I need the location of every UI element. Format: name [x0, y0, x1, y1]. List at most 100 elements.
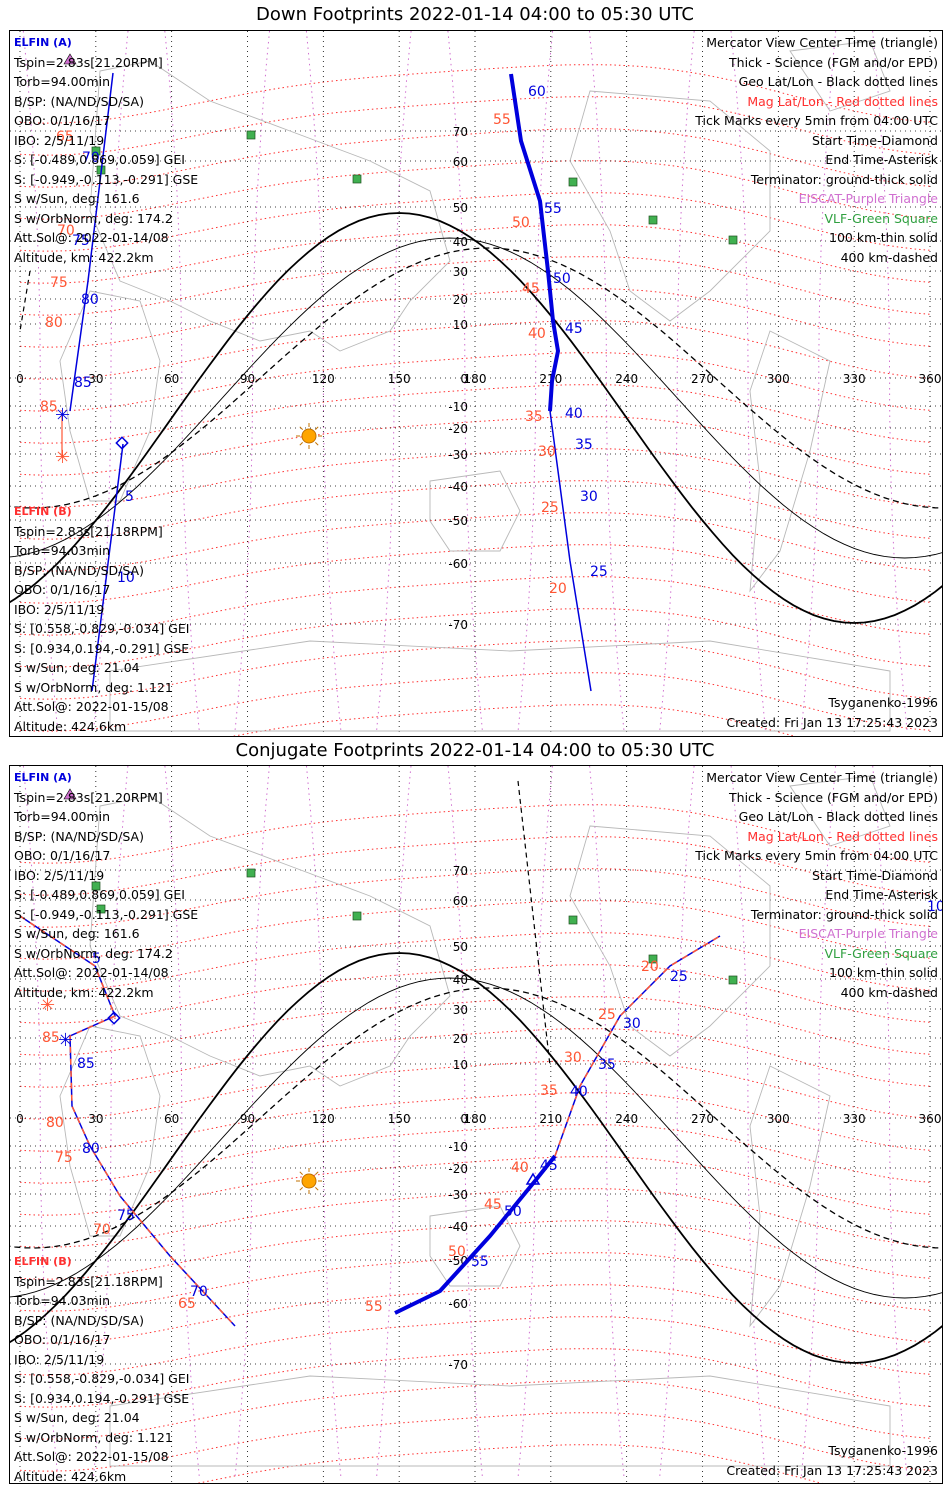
mag-lon-line: [164, 31, 200, 732]
coastline: [89, 795, 451, 1087]
mag-lat-line: [19, 1188, 931, 1248]
elfin-a-line: IBO: 2/5/11/19: [14, 867, 105, 883]
elfin-b-line: Tspin=2.83s[21.18RPM]: [14, 523, 163, 539]
elfin-b-tick-label: 80: [82, 1141, 100, 1157]
elfin-a-track-science: [509, 73, 561, 412]
elfin-b-line: OBO: 0/1/16/17: [14, 582, 111, 597]
elfin-b-line: S w/OrbNorm, deg: 1.121: [14, 1429, 173, 1445]
elfin-b-red-tick-label: 70: [93, 1222, 111, 1238]
elfin-a-track-red: [554, 935, 721, 1157]
coastline: [59, 1025, 161, 1237]
vlf-station-square: [352, 174, 362, 184]
start-diamond: [107, 1011, 121, 1025]
elfin-a-line: Altitude, km: 422.2km: [14, 249, 154, 265]
elfin-a-tick-label: 35: [598, 1057, 616, 1073]
legend-line: End Time-Asterisk: [825, 887, 938, 902]
elfin-b-tick-label: 5: [125, 489, 134, 505]
elfin-a-red-tick-label: 20: [641, 959, 659, 975]
elfin-b-upper-red-tick-label: 80: [45, 315, 63, 331]
coastline: [749, 330, 831, 593]
elfin-b-red-tick-label: 85: [42, 1030, 60, 1046]
elfin-b-track-red: [19, 915, 236, 1327]
end-asterisk-a: ✳: [58, 1030, 73, 1051]
coastline: [429, 470, 521, 552]
legend-line: Mag Lat/Lon - Red dotted lines: [747, 828, 938, 844]
lat-tick-label: 70: [453, 864, 468, 878]
mag-lat-line: [19, 448, 931, 508]
lat-tick-label: -20: [448, 422, 468, 436]
terminator-100km: [10, 977, 942, 1299]
coastline: [89, 60, 451, 352]
lon-tick-label: 90: [240, 372, 255, 386]
elfin-a-line: Att.Sol@: 2022-01-14/08: [14, 230, 169, 245]
elfin-a-tick-label: 40: [570, 1084, 588, 1100]
vlf-station-square: [352, 911, 362, 921]
elfin-a-red-tick-label: 55: [493, 112, 511, 128]
elfin-a-400km: [517, 780, 551, 1067]
lat-tick-label: -50: [448, 514, 468, 528]
lat-tick-label: -10: [448, 1140, 468, 1154]
coastline: [109, 640, 891, 732]
elfin-a-line: Altitude, km: 422.2km: [14, 984, 154, 1000]
legend-line: Mercator View Center Time (triangle): [706, 35, 938, 50]
vlf-station-square: [568, 177, 578, 187]
elfin-a-red-tick-label: 25: [598, 1007, 616, 1023]
elfin-b-line: Torb=94.03min: [14, 1293, 111, 1308]
elfin-b-tick-label: 10: [117, 570, 135, 586]
end-asterisk-a: ✳: [55, 405, 70, 426]
lon-tick-label: 180: [464, 372, 487, 386]
legend-line: Terminator: ground-thick solid: [750, 906, 938, 922]
elfin-a-red-tick-label: 30: [564, 1050, 582, 1066]
lat-tick-label: 60: [453, 894, 468, 908]
elfin-a-line: Torb=94.00min: [14, 809, 111, 824]
legend-line: 100 km-thin solid: [829, 965, 938, 980]
lon-tick-label: 270: [691, 372, 714, 386]
lon-tick-label: 0: [16, 1112, 24, 1126]
eiscat-triangle: [63, 788, 77, 800]
sun-ray: [315, 426, 319, 430]
lat-tick-label: 20: [453, 1032, 468, 1046]
mag-lon-line: [730, 31, 766, 732]
vlf-station-square: [246, 868, 256, 878]
elfin-a-line: S: [-0.949,-0.113,-0.291] GSE: [14, 171, 199, 187]
panel-title-down: Down Footprints 2022-01-14 04:00 to 05:3…: [256, 4, 694, 25]
lat-tick-label: 0: [460, 1112, 468, 1126]
elfin-b-info: ELFIN (B) Tspin=2.83s[21.18RPM] Torb=94.…: [14, 1252, 190, 1483]
legend-line: Geo Lat/Lon - Black dotted lines: [738, 809, 938, 824]
sun-ray: [315, 1171, 319, 1175]
sun-ray: [315, 442, 319, 446]
terminator-400km: [10, 987, 942, 1249]
lon-tick-label: 240: [615, 1112, 638, 1126]
elfin-a-tick-label: 55: [544, 201, 562, 217]
elfin-a-info: ELFIN (A) Tspin=2.83s[21.20RPM] Torb=94.…: [14, 768, 198, 1002]
elfin-b-line: Tspin=2.83s[21.18RPM]: [14, 1273, 163, 1289]
lon-tick-label: 0: [16, 372, 24, 386]
elfin-a-tick-label: 40: [565, 406, 583, 422]
elfin-b-line: S: [0.934,0.194,-0.291] GSE: [14, 1390, 190, 1406]
legend: Mercator View Center Time (triangle) Thi…: [695, 768, 938, 1002]
sun-ray: [315, 1187, 319, 1191]
lon-tick-label: 270: [691, 1112, 714, 1126]
model-label: Tsyganenko-1996: [828, 695, 938, 710]
elfin-a-line: S w/OrbNorm, deg: 174.2: [14, 210, 173, 226]
elfin-a-track-science: [394, 1154, 557, 1315]
lat-tick-label: -20: [448, 1162, 468, 1176]
elfin-b-red-tick-label: 80: [46, 1115, 64, 1131]
map-panel-conjugate: 70 60 50 40 30 20 10 0 -10 -20 -30 -40 -50 -60 -70 0 30 6…: [9, 765, 943, 1484]
lon-tick-label: 120: [312, 372, 335, 386]
elfin-a-line: Att.Sol@: 2022-01-14/08: [14, 965, 169, 980]
elfin-b-line: B/SP: (NA/ND/SD/SA): [14, 562, 144, 578]
lat-tick-label: -10: [448, 400, 468, 414]
lat-tick-label: 10: [453, 1058, 468, 1072]
legend-line: Start Time-Diamond: [811, 132, 938, 148]
elfin-a-tick-label: 45: [540, 1158, 558, 1174]
elfin-b-tick-label: 85: [77, 1056, 95, 1072]
lon-tick-label: 90: [240, 1112, 255, 1126]
elfin-a-line: S w/OrbNorm, deg: 174.2: [14, 945, 173, 961]
terminator-400km: [10, 247, 942, 509]
lon-tick-label: 300: [767, 1112, 790, 1126]
panel-title-conjugate: Conjugate Footprints 2022-01-14 04:00 to…: [235, 740, 715, 761]
legend-line: Geo Lat/Lon - Black dotted lines: [738, 74, 938, 89]
lon-tick-label: 210: [539, 1112, 562, 1126]
elfin-a-line: B/SP: (NA/ND/SD/SA): [14, 828, 144, 844]
